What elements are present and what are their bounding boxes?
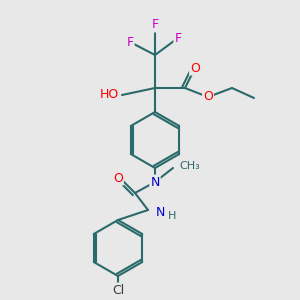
Text: F: F xyxy=(152,19,159,32)
Text: O: O xyxy=(190,61,200,74)
Text: HO: HO xyxy=(100,88,119,101)
Text: O: O xyxy=(113,172,123,184)
Text: H: H xyxy=(168,211,176,221)
Text: N: N xyxy=(150,176,160,188)
Text: F: F xyxy=(126,35,134,49)
Text: F: F xyxy=(174,32,182,44)
Text: Cl: Cl xyxy=(112,284,124,296)
Text: N: N xyxy=(156,206,165,218)
Text: CH₃: CH₃ xyxy=(179,161,200,171)
Text: O: O xyxy=(203,91,213,103)
